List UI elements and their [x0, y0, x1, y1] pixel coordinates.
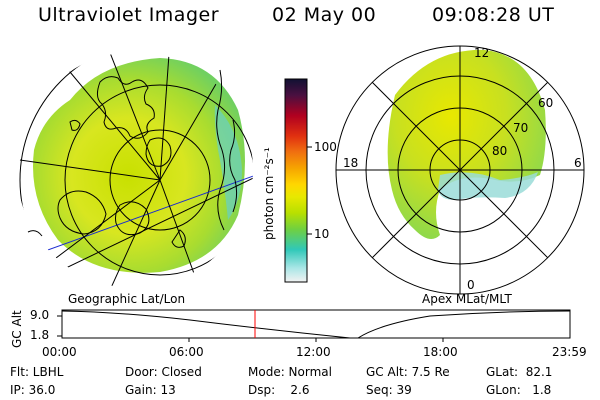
info-seq: Seq: 39	[366, 383, 412, 397]
time-label: 09:08:28 UT	[432, 4, 555, 26]
mlat-label-60: 60	[538, 96, 554, 110]
altitude-curve	[61, 310, 571, 339]
mlat-label-80: 80	[492, 144, 508, 158]
geographic-image	[19, 52, 253, 288]
timeline-ytick-low: 1.8	[30, 328, 50, 342]
info-gain: Gain: 13	[125, 383, 176, 397]
info-glon: GLon: 1.8	[486, 383, 552, 397]
geo-edge-speckle	[214, 105, 242, 220]
colorbar	[284, 78, 312, 283]
instrument-title: Ultraviolet Imager	[38, 4, 220, 26]
mlat-label-70: 70	[513, 121, 529, 135]
timeline-xtick-1800: 18:00	[423, 345, 458, 359]
geo-emission	[33, 58, 245, 273]
apex-emission	[387, 49, 546, 239]
info-mode: Mode: Normal	[248, 365, 332, 379]
apex-image	[335, 45, 585, 295]
mlt-label-6: 6	[574, 156, 582, 170]
timeline-plot	[57, 309, 571, 342]
coastlines	[27, 69, 238, 248]
colorbar-tick-100: 100	[314, 140, 337, 154]
apex-edge-speckle	[438, 172, 538, 200]
info-filter: Flt: LBHL	[10, 365, 64, 379]
info-door: Door: Closed	[125, 365, 202, 379]
timeline-axis-label: GC Alt	[10, 310, 24, 348]
date-label: 02 May 00	[272, 4, 377, 26]
colorbar-unit-label: photon cm⁻²s⁻¹	[262, 147, 276, 240]
mlt-label-0: 0	[467, 278, 475, 292]
timeline-xtick-1200: 12:00	[296, 345, 331, 359]
timeline-ytick-high: 9.0	[30, 308, 50, 322]
timeline-xtick-0000: 00:00	[42, 345, 77, 359]
info-gc-alt: GC Alt: 7.5 Re	[366, 365, 450, 379]
info-ip: IP: 36.0	[10, 383, 56, 397]
timeline-xtick-2359: 23:59	[552, 345, 587, 359]
apex-grid	[336, 46, 584, 294]
info-dsp: Dsp: 2.6	[248, 383, 310, 397]
timeline-xtick-0600: 06:00	[169, 345, 204, 359]
mlt-label-12: 12	[474, 46, 490, 60]
apex-panel-label: Apex MLat/MLT	[422, 292, 512, 306]
mlt-label-18: 18	[343, 156, 359, 170]
geographic-panel-label: Geographic Lat/Lon	[68, 292, 186, 306]
apex-outer-ring	[335, 45, 585, 295]
info-glat: GLat: 82.1	[486, 365, 553, 379]
colorbar-tick-10: 10	[314, 227, 330, 241]
